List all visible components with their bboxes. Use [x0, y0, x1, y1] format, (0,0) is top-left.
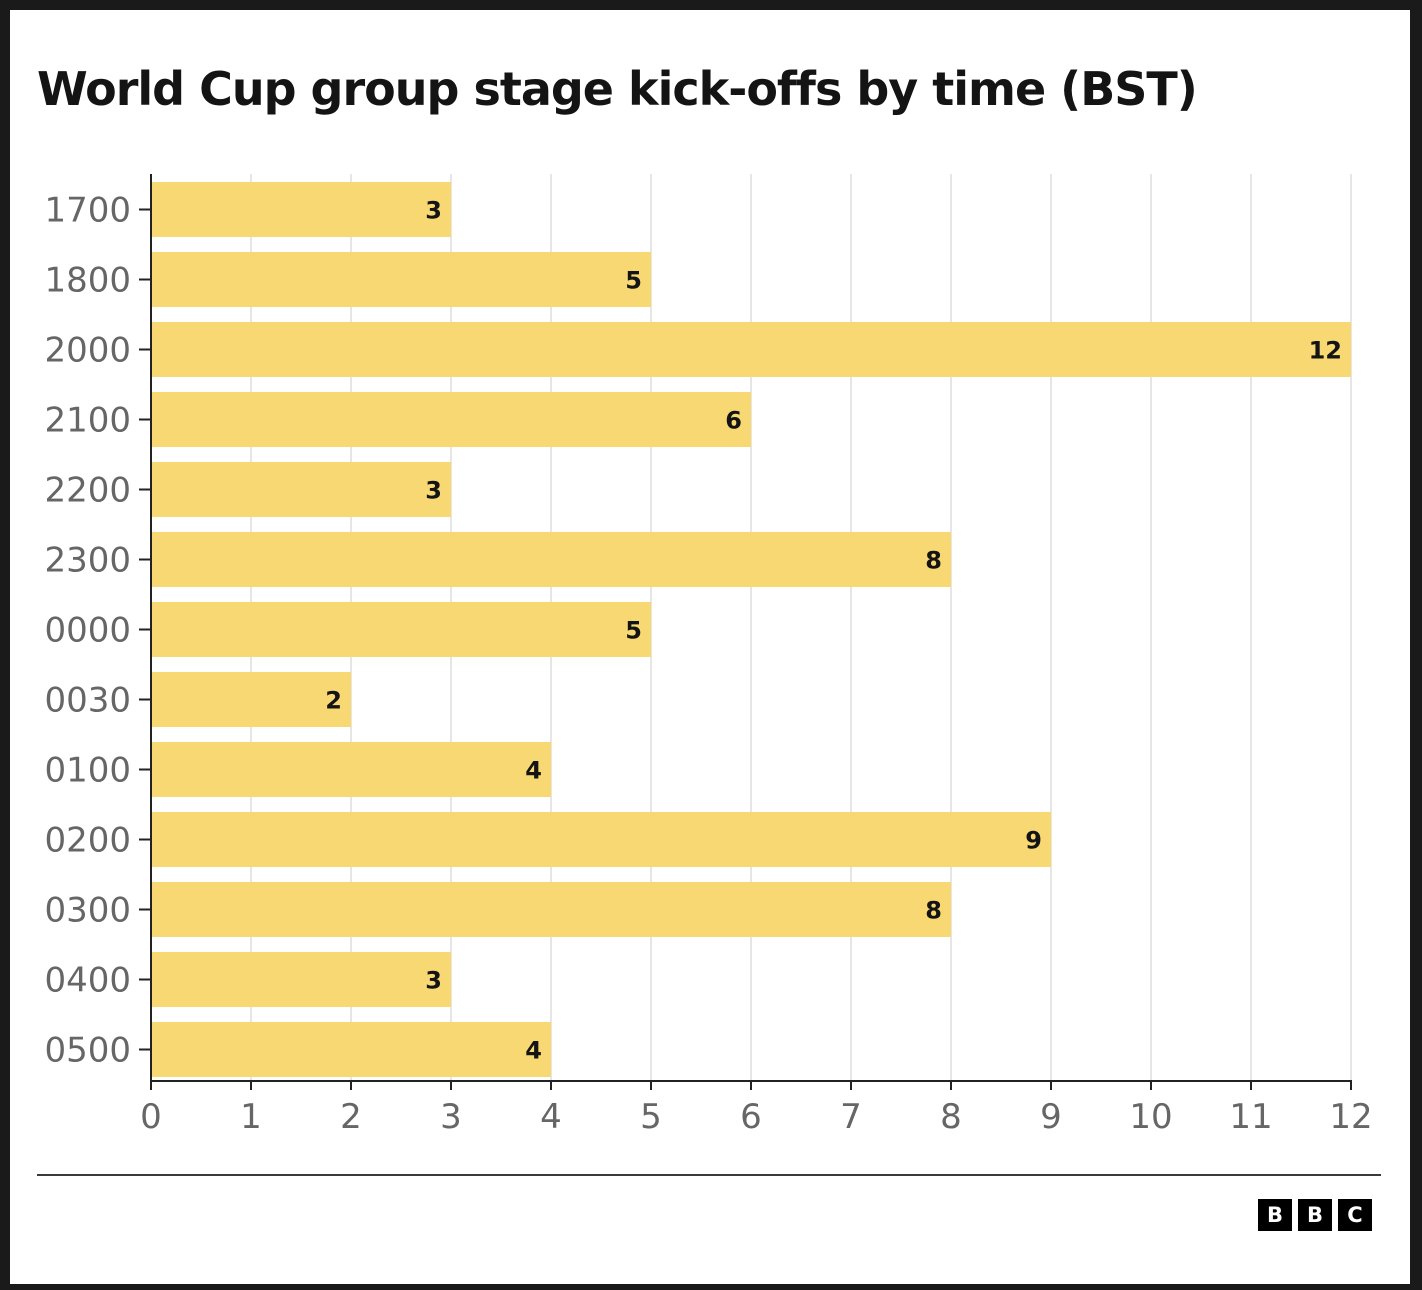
x-tick-label: 1: [240, 1097, 262, 1137]
bbc-logo-letter: C: [1338, 1199, 1372, 1231]
bar: [151, 742, 551, 797]
x-tick-label: 12: [1329, 1097, 1372, 1137]
bar: [151, 462, 451, 517]
bar: [151, 252, 651, 307]
bar-value-label: 3: [425, 967, 442, 995]
x-tick-label: 0: [140, 1097, 162, 1137]
y-tick-label: 0100: [44, 751, 131, 791]
bar-value-label: 4: [525, 757, 542, 785]
bar-value-label: 6: [725, 407, 742, 435]
bbc-logo-letter: B: [1298, 1199, 1332, 1231]
y-tick-label: 0000: [44, 611, 131, 651]
x-tick-label: 9: [1040, 1097, 1062, 1137]
bar: [151, 182, 451, 237]
y-tick-label: 0300: [44, 891, 131, 931]
bar-value-label: 5: [625, 267, 642, 295]
footer-divider: [37, 1174, 1381, 1176]
y-tick-label: 2300: [44, 541, 131, 581]
x-tick-label: 11: [1229, 1097, 1272, 1137]
bar-value-label: 8: [925, 897, 942, 925]
y-tick-label: 0200: [44, 821, 131, 861]
x-tick-label: 8: [940, 1097, 962, 1137]
y-axis-ticks: 1700 1800 2000 2100 2200 2300 0000 0030 0100 0200…: [44, 191, 151, 1071]
x-tick-label: 3: [440, 1097, 462, 1137]
y-tick-label: 2200: [44, 471, 131, 511]
y-tick-label: 0030: [44, 681, 131, 721]
bbc-logo-letter: B: [1258, 1199, 1292, 1231]
bar: [151, 952, 451, 1007]
chart-card: World Cup group stage kick-offs by time …: [10, 10, 1410, 1284]
bar-value-label: 5: [625, 617, 642, 645]
bar: [151, 882, 951, 937]
y-tick-label: 2100: [44, 401, 131, 441]
bar-labels: 3 5 12 6 3 8 5 2 4 9 8 3 4: [325, 197, 1342, 1065]
y-tick-label: 1800: [44, 261, 131, 301]
bar-value-label: 8: [925, 547, 942, 575]
bar-value-label: 2: [325, 687, 342, 715]
y-tick-label: 2000: [44, 331, 131, 371]
y-tick-label: 0400: [44, 961, 131, 1001]
chart-title: World Cup group stage kick-offs by time …: [37, 62, 1198, 116]
x-tick-label: 2: [340, 1097, 362, 1137]
bar: [151, 392, 751, 447]
bar: [151, 602, 651, 657]
bar: [151, 812, 1051, 867]
y-tick-label: 0500: [44, 1031, 131, 1071]
bar: [151, 1022, 551, 1077]
bar: [151, 672, 351, 727]
x-axis-ticks: 0 1 2 3 4 5 6 7 8 9 10 11 12: [140, 1081, 1373, 1137]
bars: [151, 182, 1351, 1077]
bar: [151, 532, 951, 587]
x-tick-label: 7: [840, 1097, 862, 1137]
bar-value-label: 4: [525, 1037, 542, 1065]
x-tick-label: 10: [1129, 1097, 1172, 1137]
x-tick-label: 6: [740, 1097, 762, 1137]
bar-value-label: 9: [1025, 827, 1042, 855]
x-tick-label: 5: [640, 1097, 662, 1137]
bar: [151, 322, 1351, 377]
bar-value-label: 3: [425, 197, 442, 225]
bar-value-label: 12: [1309, 337, 1342, 365]
x-tick-label: 4: [540, 1097, 562, 1137]
bbc-logo: B B C: [1258, 1199, 1372, 1231]
y-tick-label: 1700: [44, 191, 131, 231]
bar-value-label: 3: [425, 477, 442, 505]
